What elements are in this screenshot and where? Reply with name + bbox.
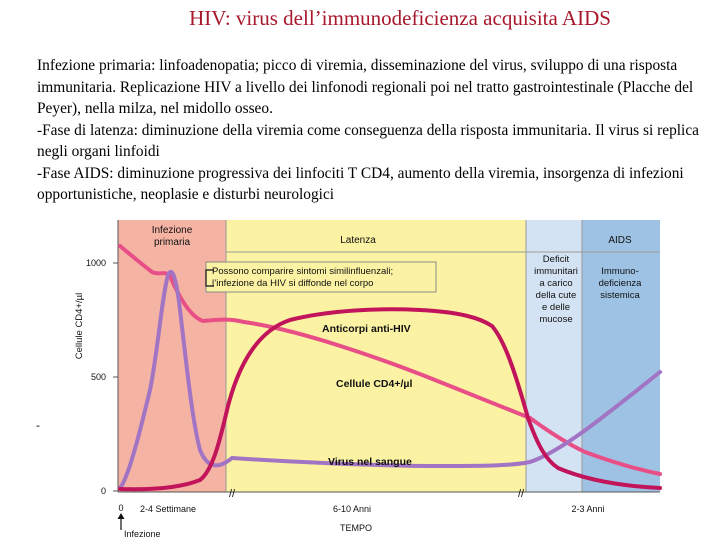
paragraph-aids: -Fase AIDS: diminuzione progressiva dei … <box>37 164 684 204</box>
paragraph-primary-infection: Infezione primaria: linfoadenopatia; pic… <box>37 57 694 117</box>
x-axis-break-1: // <box>229 488 236 500</box>
infection-label: Infezione <box>124 529 161 539</box>
phase-aids-band <box>582 220 660 492</box>
aids-label-3: sistemica <box>600 290 640 301</box>
deficit-label-4: della cute <box>536 290 577 301</box>
x-axis-break-2: // <box>518 488 525 500</box>
deficit-label-2: immunitari <box>534 266 578 277</box>
y-tick-500: 500 <box>91 372 106 382</box>
slide-title: HIV: virus dell’immunodeficienza acquisi… <box>189 6 611 30</box>
callout-box <box>205 261 437 293</box>
callout-bracket <box>205 269 214 287</box>
infection-arrow-head <box>117 513 125 519</box>
aids-label-1: Immuno- <box>601 266 638 277</box>
x-tick-zero: 0 <box>118 503 123 513</box>
x-segment-weeks: 2-4 Settimane <box>140 504 196 514</box>
deficit-label-3: a carico <box>539 278 572 289</box>
virus-label: Virus nel sangue <box>328 456 412 468</box>
x-segment-years-latency: 6-10 Anni <box>333 504 371 514</box>
virus-curve <box>118 269 662 490</box>
y-tick-1000: 1000 <box>86 258 106 268</box>
stray-dash: - <box>36 418 40 432</box>
cd4-label: Cellule CD4+/µl <box>336 378 412 390</box>
phase-aids-label: AIDS <box>608 235 632 246</box>
phase-primary-label-2: primaria <box>154 237 191 248</box>
y-tick-0: 0 <box>101 486 106 496</box>
phase-primary-label-1: Infezione <box>152 225 193 236</box>
deficit-label-5: e delle <box>542 302 570 313</box>
aids-label-2: deficienza <box>599 278 642 289</box>
x-axis-title: TEMPO <box>340 523 372 533</box>
callout-text-1: Possono comparire sintomi similinfluenza… <box>212 266 393 277</box>
callout-text-2: l’infezione da HIV si diffonde nel corpo <box>212 278 373 289</box>
deficit-label-6: mucose <box>539 314 572 325</box>
x-segment-years-aids: 2-3 Anni <box>571 504 604 514</box>
paragraph-latency: -Fase di latenza: diminuzione della vire… <box>37 121 700 161</box>
antibodies-label: Anticorpi anti-HIV <box>322 323 411 335</box>
y-axis-title: Cellule CD4+/µl <box>74 293 85 359</box>
deficit-label-1: Deficit <box>543 254 570 265</box>
antibodies-curve <box>118 307 662 492</box>
body-text: Infezione primaria: linfoadenopatia; pic… <box>37 55 709 206</box>
phase-latency-label: Latenza <box>340 235 376 246</box>
